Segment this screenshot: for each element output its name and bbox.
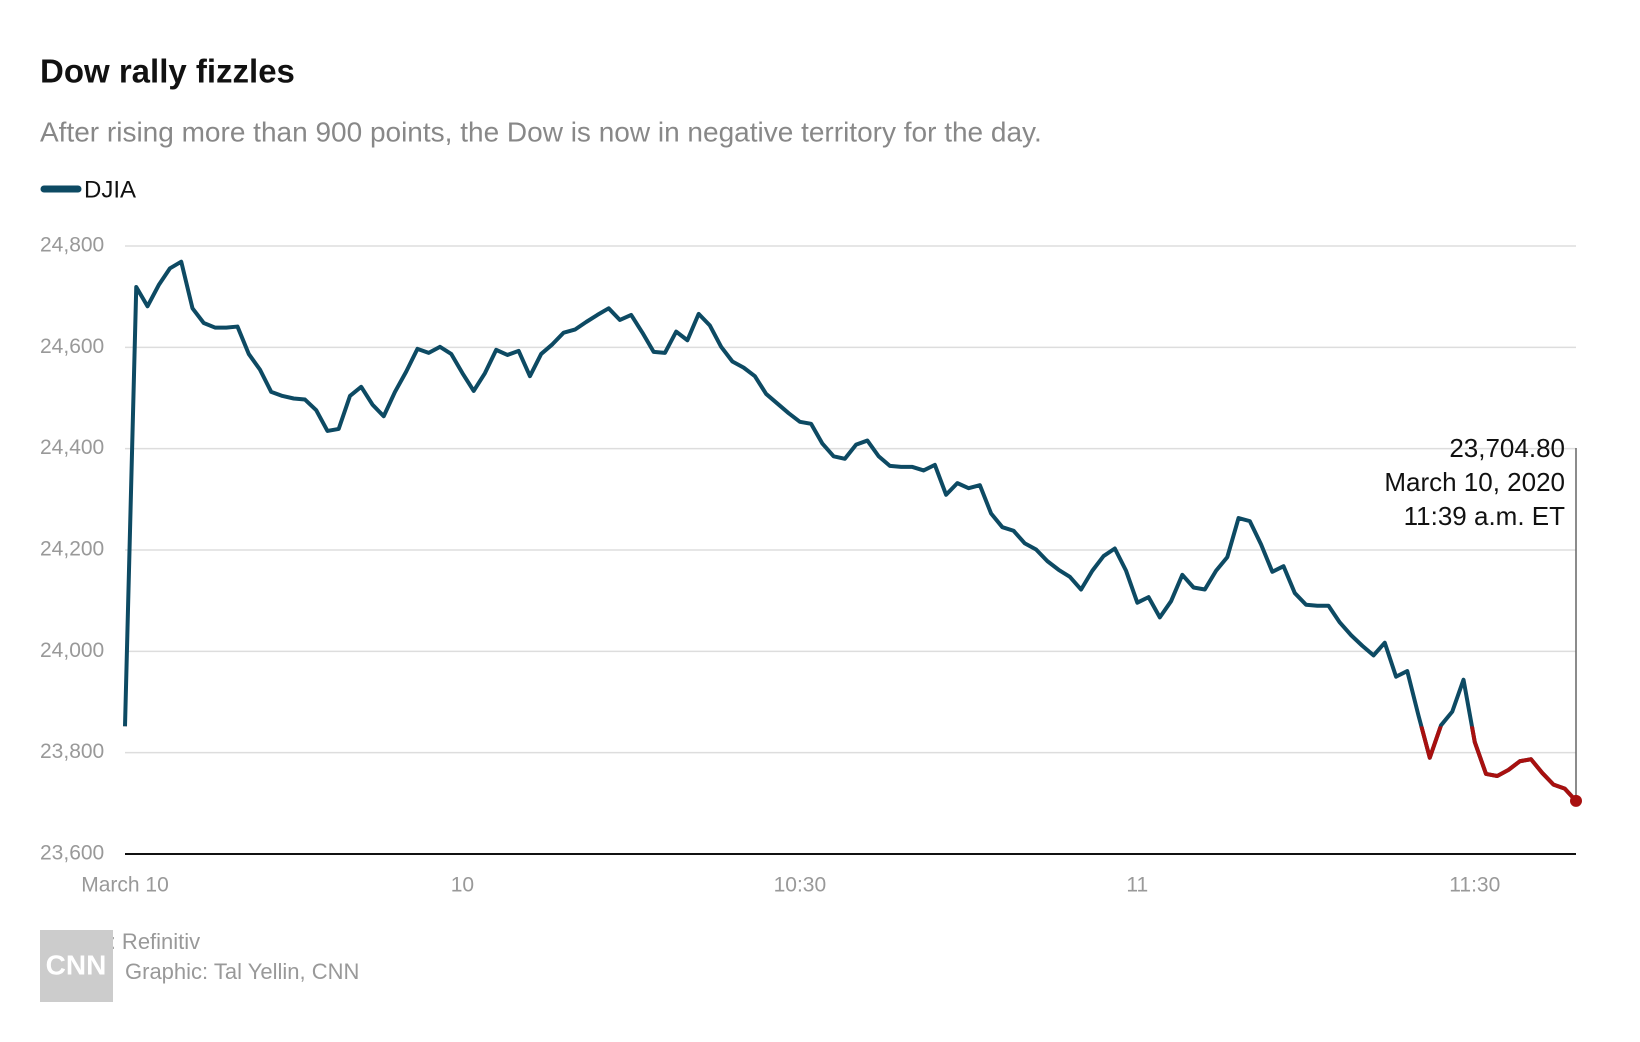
x-tick-label: 10:30 — [774, 874, 827, 897]
logo: CNN — [46, 949, 107, 980]
y-tick-label: 23,600 — [40, 842, 104, 865]
logo-box — [40, 930, 113, 1002]
y-tick-label: 23,800 — [40, 740, 104, 763]
end-point — [1570, 794, 1582, 807]
annotation: 23,704.80 — [1449, 433, 1565, 463]
line — [123, 259, 1578, 803]
y-tick-label: 24,400 — [40, 436, 104, 459]
line-negative — [125, 726, 1578, 803]
y-tick-label: 24,000 — [40, 639, 104, 662]
x-tick-label: March 10 — [81, 874, 169, 897]
y-tick-label: 24,800 — [40, 234, 104, 257]
annotation: 11:39 a.m. ET — [1404, 501, 1565, 531]
credit: Graphic: Tal Yellin, CNN — [125, 959, 359, 984]
x-tick-label: 11:30 — [1449, 874, 1500, 897]
annotation: March 10, 2020 — [1384, 467, 1565, 497]
x-tick-label: 10 — [451, 874, 474, 897]
y-tick-label: 24,200 — [40, 538, 104, 561]
x-tick-label: 11 — [1126, 874, 1148, 897]
chart-subtitle: After rising more than 900 points, the D… — [40, 116, 1042, 147]
chart-title: Dow rally fizzles — [40, 53, 295, 90]
y-tick-label: 24,600 — [40, 335, 104, 358]
legend-label: DJIA — [84, 176, 136, 203]
